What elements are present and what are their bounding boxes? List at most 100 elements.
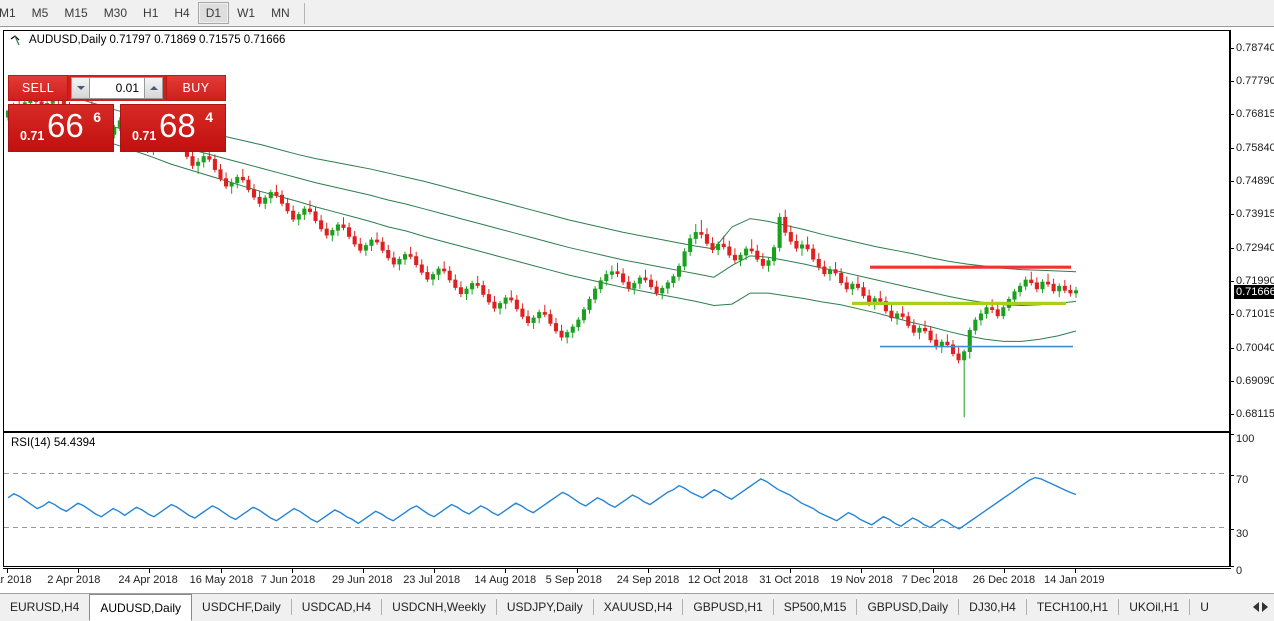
tab-scroll-left-icon[interactable] [1253,601,1259,612]
symbol-tab-ukoil-h1[interactable]: UKOil,H1 [1129,599,1180,614]
price-tick-label: 0.76815 [1236,108,1274,121]
rsi-tick [1230,474,1234,476]
price-tick [1230,314,1234,316]
price-tick-label: 0.73915 [1236,208,1274,221]
symbol-tab-bar: EURUSD,H4 AUDUSD,Daily USDCHF,Daily USDCAD,… [0,593,1274,621]
time-tick [1003,568,1005,573]
time-tick [719,568,720,573]
timeframe-button-group: M1 M5 M15 M30 H1 H4 D1 W1 MN [0,0,298,27]
sell-price-prefix: 0.71 [20,129,45,143]
tab-separator [856,599,858,615]
price-tick [1230,214,1234,216]
trade-controls-row: SELL 0.01 BUY [8,75,226,101]
sell-price-box[interactable]: 0.71 66 6 [8,104,114,152]
price-tick-label: 0.70040 [1236,341,1274,354]
toolbar-divider [303,2,305,24]
chart-area: AUDUSD,Daily 0.71797 0.71869 0.71575 0.7… [0,28,1274,593]
price-tick [1230,114,1234,116]
price-tick [1230,414,1234,416]
horizontal-level-lines [852,265,1073,348]
symbol-tab-u[interactable]: U [1200,599,1209,614]
price-tick-label: 0.75840 [1236,141,1274,154]
rsi-tick-label: 0 [1236,565,1243,577]
price-tick-label: 0.71990 [1236,274,1274,287]
buy-price-box[interactable]: 0.71 68 4 [120,104,226,152]
volume-decrease-button[interactable] [71,77,90,99]
time-scale-line [3,568,1231,569]
price-scale[interactable]: 0.78740 0.77790 0.76815 0.75840 0.74890 0.739… [1230,30,1274,577]
rsi-tick [1230,528,1234,530]
chevron-up-icon [149,86,158,90]
symbol-tab-usdchf-daily[interactable]: USDCHF,Daily [202,599,281,614]
timeframe-button-m5[interactable]: M5 [31,6,49,20]
symbol-tab-usdcnh-weekly[interactable]: USDCNH,Weekly [392,599,486,614]
time-tick-label: 26 Dec 2018 [972,574,1036,586]
tab-separator [495,599,497,615]
time-scale[interactable]: 9 Mar 2018 2 Apr 2018 24 Apr 2018 16 May 20… [0,568,1231,592]
tab-separator [381,599,383,615]
tab-separator [290,599,292,615]
symbol-tab-gbpusd-daily[interactable]: GBPUSD,Daily [867,599,949,614]
time-tick [434,568,436,573]
timeframe-button-mn[interactable]: MN [271,6,290,20]
symbol-tab-xauusd-h4[interactable]: XAUUSD,H4 [603,599,673,614]
time-tick-label: 24 Apr 2018 [118,574,178,586]
time-tick-label: 2 Apr 2018 [47,574,101,586]
timeframe-button-w1[interactable]: W1 [237,6,256,20]
rsi-tick [1230,434,1234,435]
timeframe-button-h1[interactable]: H1 [143,6,159,20]
price-tick-label: 0.69090 [1236,374,1274,387]
time-tick-label: 14 Aug 2018 [474,574,537,586]
chart-collapse-icon[interactable] [10,34,24,46]
sell-price-fraction: 6 [93,109,101,125]
tab-separator [772,599,774,615]
volume-input[interactable]: 0.01 [90,77,144,99]
symbol-tab-audusd-daily[interactable]: AUDUSD,Daily [89,594,193,621]
price-chart-svg [5,89,1079,418]
symbol-tab-eurusd-h4[interactable]: EURUSD,H4 [10,599,80,614]
price-pane[interactable] [4,31,1229,431]
time-tick [78,568,80,573]
rsi-pane[interactable]: RSI(14) 54.4394 [4,433,1229,566]
price-tick [1230,80,1234,82]
time-tick-label: 7 Dec 2018 [901,574,958,586]
symbol-tab-usdjpy-daily[interactable]: USDJPY,Daily [506,599,583,614]
time-tick-label: 12 Oct 2018 [688,574,748,586]
timeframe-button-d1[interactable]: D1 [197,2,230,24]
tab-separator [1189,599,1191,615]
buy-price-big: 68 [159,107,196,144]
time-tick [220,568,222,573]
timeframe-button-m30[interactable]: M30 [103,6,128,20]
symbol-tab-tech100-h1[interactable]: TECH100,H1 [1036,599,1109,614]
tab-separator [958,599,960,615]
tab-scroll-right-icon[interactable] [1262,601,1268,612]
symbol-tab-sp500-m15[interactable]: SP500,M15 [783,599,847,614]
symbol-tab-usdcad-h4[interactable]: USDCAD,H4 [301,599,372,614]
buy-button[interactable]: BUY [166,75,226,101]
symbol-tab-dj30-h4[interactable]: DJ30,H4 [969,599,1016,614]
timeframe-button-m15[interactable]: M15 [64,6,88,20]
rsi-tick-label: 70 [1236,473,1249,486]
symbol-tab-gbpusd-h1[interactable]: GBPUSD,H1 [693,599,763,614]
bollinger-lower-band [7,124,1077,342]
chart-title-text: AUDUSD,Daily 0.71797 0.71869 0.71575 0.7… [29,34,286,46]
price-tick-label: 0.77790 [1236,74,1274,87]
time-tick [647,568,649,573]
rsi-indicator-label: RSI(14) 54.4394 [11,437,96,449]
timeframe-button-m1[interactable]: M1 [0,6,16,20]
current-price-label: 0.71666 [1234,284,1274,299]
volume-increase-button[interactable] [144,77,163,99]
tab-separator [682,599,684,615]
pane-divider [4,431,1229,433]
time-tick-label: 23 Jul 2018 [403,574,461,586]
timeframe-button-h4[interactable]: H4 [174,6,190,20]
sell-price-big: 66 [47,107,84,144]
time-tick [790,568,792,573]
sell-button[interactable]: SELL [8,75,68,101]
time-tick [1075,568,1076,573]
price-tick [1230,47,1234,49]
timeframe-toolbar: M1 M5 M15 M30 H1 H4 D1 W1 MN [0,0,1274,27]
time-tick [291,568,293,573]
trade-price-row: 0.71 66 6 0.71 68 4 [8,104,226,152]
tab-separator [1025,599,1027,615]
